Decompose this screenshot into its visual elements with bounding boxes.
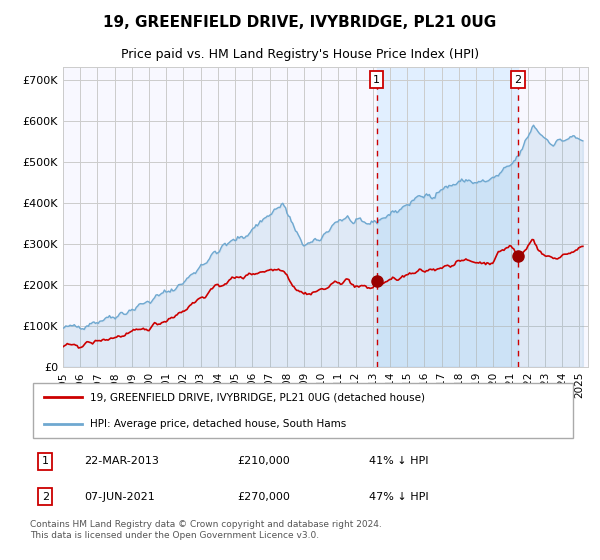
Text: Contains HM Land Registry data © Crown copyright and database right 2024.
This d: Contains HM Land Registry data © Crown c…: [30, 520, 382, 539]
Text: 19, GREENFIELD DRIVE, IVYBRIDGE, PL21 0UG: 19, GREENFIELD DRIVE, IVYBRIDGE, PL21 0U…: [103, 15, 497, 30]
Text: 2: 2: [515, 74, 521, 85]
Text: Price paid vs. HM Land Registry's House Price Index (HPI): Price paid vs. HM Land Registry's House …: [121, 48, 479, 62]
Text: 22-MAR-2013: 22-MAR-2013: [85, 456, 160, 466]
FancyBboxPatch shape: [33, 382, 573, 438]
Text: HPI: Average price, detached house, South Hams: HPI: Average price, detached house, Sout…: [90, 419, 346, 430]
Text: £270,000: £270,000: [238, 492, 290, 502]
Text: 2: 2: [42, 492, 49, 502]
Text: 1: 1: [373, 74, 380, 85]
Bar: [377, 67, 518, 367]
Text: 47% ↓ HPI: 47% ↓ HPI: [368, 492, 428, 502]
Text: £210,000: £210,000: [238, 456, 290, 466]
Text: 1: 1: [42, 456, 49, 466]
Text: 41% ↓ HPI: 41% ↓ HPI: [368, 456, 428, 466]
Text: 07-JUN-2021: 07-JUN-2021: [85, 492, 155, 502]
Text: 19, GREENFIELD DRIVE, IVYBRIDGE, PL21 0UG (detached house): 19, GREENFIELD DRIVE, IVYBRIDGE, PL21 0U…: [90, 392, 425, 402]
